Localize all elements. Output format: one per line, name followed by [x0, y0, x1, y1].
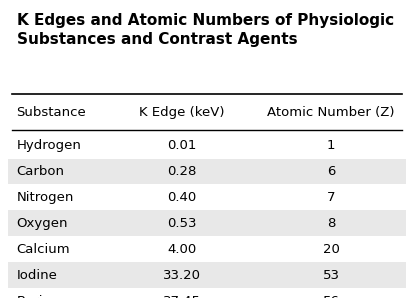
Text: Calcium: Calcium [17, 243, 70, 256]
Text: Nitrogen: Nitrogen [17, 191, 74, 204]
Text: 0.28: 0.28 [167, 165, 196, 178]
Text: Atomic Number (Z): Atomic Number (Z) [267, 106, 394, 119]
Text: 7: 7 [326, 191, 335, 204]
Text: Oxygen: Oxygen [17, 217, 68, 230]
FancyBboxPatch shape [8, 262, 405, 288]
Text: Hydrogen: Hydrogen [17, 139, 81, 152]
Text: 20: 20 [322, 243, 339, 256]
Text: Carbon: Carbon [17, 165, 64, 178]
Text: 33.20: 33.20 [163, 269, 201, 282]
Text: 56: 56 [322, 295, 339, 298]
Text: 6: 6 [326, 165, 335, 178]
Text: 53: 53 [322, 269, 339, 282]
Text: 8: 8 [326, 217, 335, 230]
Text: 0.53: 0.53 [167, 217, 197, 230]
Text: 4.00: 4.00 [167, 243, 196, 256]
Text: Iodine: Iodine [17, 269, 57, 282]
Text: K Edges and Atomic Numbers of Physiologic
Substances and Contrast Agents: K Edges and Atomic Numbers of Physiologi… [17, 13, 393, 47]
Text: 1: 1 [326, 139, 335, 152]
Text: Barium: Barium [17, 295, 64, 298]
Text: 0.01: 0.01 [167, 139, 196, 152]
Text: 0.40: 0.40 [167, 191, 196, 204]
FancyBboxPatch shape [8, 210, 405, 236]
Text: K Edge (keV): K Edge (keV) [139, 106, 224, 119]
Text: 37.45: 37.45 [163, 295, 201, 298]
FancyBboxPatch shape [8, 159, 405, 184]
Text: Substance: Substance [17, 106, 86, 119]
